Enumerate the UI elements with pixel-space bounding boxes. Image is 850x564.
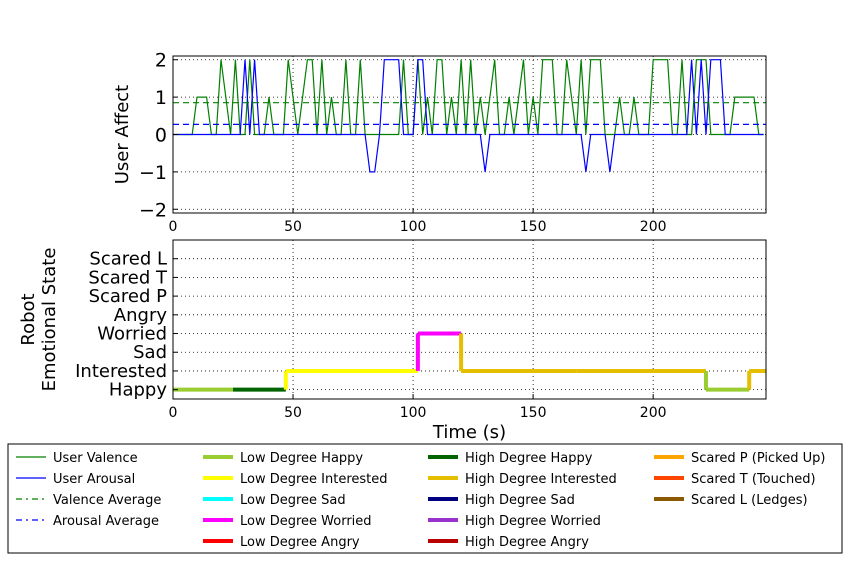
x-tick-label: 50 [284, 219, 302, 235]
x-tick-label: 200 [640, 219, 667, 235]
y-tick-label: Scared T [88, 267, 168, 288]
y-tick-label: Sad [133, 342, 167, 363]
robot-emotion-panel: 0 50 100 150 200 HappyInterestedSadWorriedAng… [18, 240, 766, 443]
legend-label-high-degree-happy: High Degree Happy [465, 451, 593, 466]
x-tick-label: 100 [400, 219, 427, 235]
y-axis-label-line-2: Emotional State [39, 248, 60, 392]
y-tick-label: Worried [97, 324, 167, 345]
x-tick-label: 100 [400, 405, 427, 421]
y-tick-label: Interested [75, 361, 167, 382]
legend-label-low-degree-angry: Low Degree Angry [240, 535, 360, 550]
user-affect-panel: 0 50 100 150 200 −2 −1 0 1 2 User Affect [112, 50, 766, 235]
y-tick-label: Happy [109, 380, 167, 401]
x-tick-label: 150 [520, 219, 547, 235]
y-tick-label: 0 [155, 125, 167, 147]
y-tick-label: Scared L [89, 249, 167, 270]
legend-label-high-degree-interested: High Degree Interested [465, 472, 617, 487]
legend-label-arousal-average: Arousal Average [53, 514, 159, 529]
x-tick-label: 200 [640, 405, 667, 421]
legend-label-low-degree-happy: Low Degree Happy [240, 451, 363, 466]
y-tick-label: −1 [139, 162, 167, 184]
x-tick-label: 0 [169, 405, 178, 421]
legend-label-valence-average: Valence Average [53, 493, 161, 508]
y-axis-label-line-1: Robot [18, 293, 39, 345]
x-tick-label: 50 [284, 405, 302, 421]
legend-label-high-degree-worried: High Degree Worried [465, 514, 601, 529]
y-tick-label: Scared P [89, 286, 168, 307]
plot-area [173, 240, 766, 399]
y-tick-label: 1 [155, 87, 167, 109]
legend-label-scared-l-ledges-: Scared L (Ledges) [691, 493, 808, 508]
y-axis-label: User Affect [112, 85, 133, 185]
legend-label-user-arousal: User Arousal [53, 472, 135, 487]
legend-label-high-degree-angry: High Degree Angry [465, 535, 589, 550]
x-tick-label: 150 [520, 405, 547, 421]
legend-label-high-degree-sad: High Degree Sad [465, 493, 575, 508]
legend-label-user-valence: User Valence [53, 451, 138, 466]
x-axis-label: Time (s) [432, 422, 506, 443]
y-tick-label: 2 [155, 50, 167, 72]
legend: User Valence User Arousal Valence Average A… [8, 444, 842, 553]
x-tick-label: 0 [169, 219, 178, 235]
legend-label-low-degree-worried: Low Degree Worried [240, 514, 372, 529]
y-tick-label: Angry [114, 305, 168, 326]
legend-label-low-degree-interested: Low Degree Interested [240, 472, 388, 487]
y-tick-label: −2 [139, 199, 167, 221]
legend-label-scared-t-touched-: Scared T (Touched) [691, 472, 816, 487]
legend-label-low-degree-sad: Low Degree Sad [240, 493, 346, 508]
legend-label-scared-p-picked-up-: Scared P (Picked Up) [691, 451, 825, 466]
